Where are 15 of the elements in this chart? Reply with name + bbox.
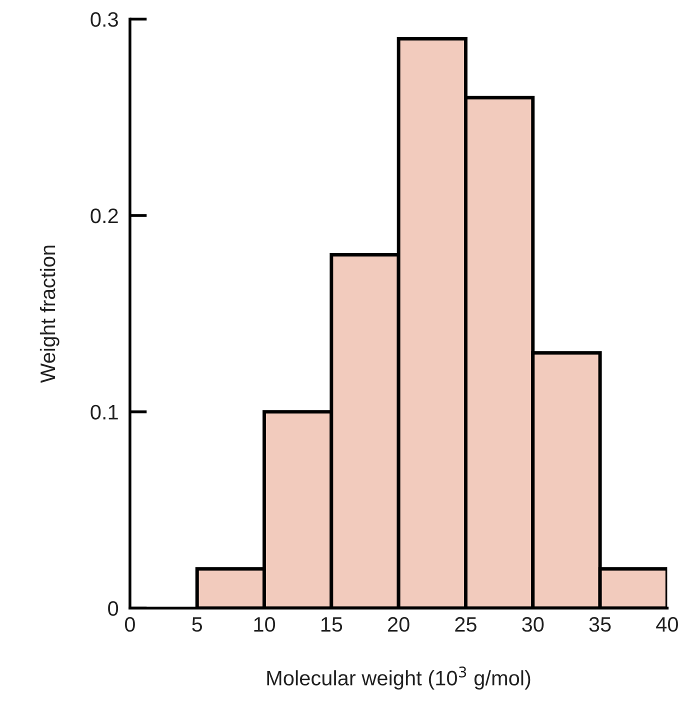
x-tick-label: 15 (321, 617, 342, 632)
y-tick-label: 0.1 (90, 404, 118, 420)
y-tick-label: 0.3 (90, 12, 118, 27)
x-tick-label: 35 (589, 617, 611, 632)
x-tick-label: 40 (656, 617, 678, 632)
x-tick-label: 20 (388, 617, 410, 632)
x-tick-label: 25 (455, 617, 476, 632)
x-tick-label: 30 (522, 617, 544, 632)
y-tick-label: 0 (108, 601, 118, 616)
x-axis-title: Molecular weight (10$^{3}$ g/mol) (267, 666, 530, 690)
x-tick-label: 10 (254, 617, 276, 632)
x-tick-label: 5 (192, 617, 202, 632)
x-tick-label: 0 (124, 617, 135, 632)
y-tick-label: 0.2 (90, 208, 118, 224)
y-axis-title: Weight fraction (40, 246, 60, 383)
